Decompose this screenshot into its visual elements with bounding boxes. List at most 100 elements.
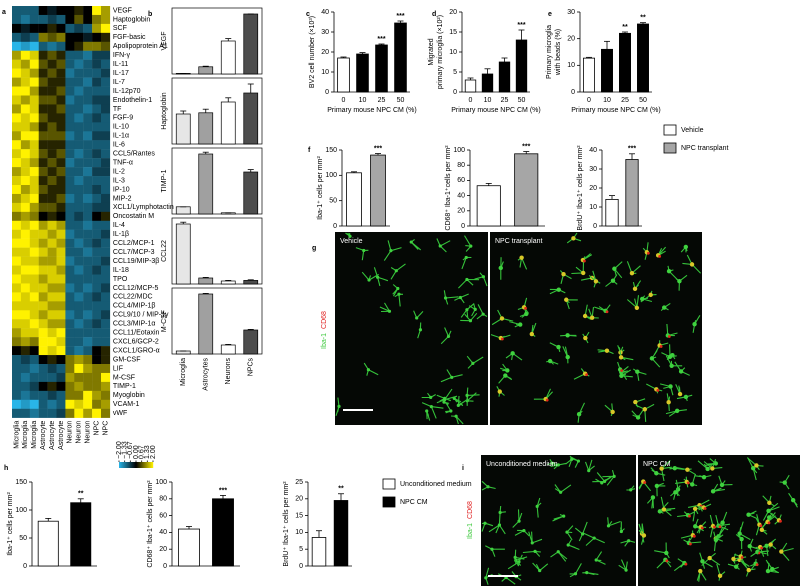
heatmap-cell: [83, 32, 93, 42]
y-tick-label: 0: [461, 223, 465, 230]
significance-label: ***: [517, 22, 525, 29]
heatmap-cell: [29, 238, 39, 248]
heatmap-row-label: FGF-9: [113, 115, 133, 122]
panel-label: d: [432, 11, 436, 18]
cell-body: [465, 308, 469, 312]
cell-body: [600, 481, 604, 485]
heatmap-cell: [101, 390, 111, 400]
heatmap-cell: [101, 381, 111, 392]
heatmap-cell: [47, 131, 57, 141]
heatmap-cell: [47, 68, 57, 78]
cell-body: [594, 558, 598, 562]
heatmap-cell: [12, 193, 22, 204]
heatmap-cell: [56, 113, 66, 123]
heatmap-cell: [12, 364, 22, 374]
y-tick-label: 0: [163, 563, 167, 570]
cell-body: [770, 566, 775, 572]
heatmap-cell: [29, 319, 39, 329]
bar: [198, 66, 214, 75]
heatmap-cell: [74, 211, 84, 221]
colorbar-tick-label: 0.67: [139, 445, 146, 459]
bar: [346, 172, 362, 227]
panel-label: b: [148, 11, 152, 18]
cell-body: [454, 414, 458, 418]
heatmap-cell: [29, 381, 39, 392]
micrograph-background: [490, 232, 702, 425]
heatmap-cell: [29, 292, 39, 302]
heatmap-cell: [29, 364, 39, 374]
cell-body: [657, 509, 663, 514]
cell-body: [524, 311, 529, 317]
heatmap-cell: [56, 274, 66, 284]
heatmap-cell: [83, 59, 93, 69]
cell-body: [497, 389, 502, 394]
x-tick-label: 25: [501, 97, 509, 104]
cell-body: [683, 394, 689, 400]
heatmap-cell: [12, 256, 22, 266]
colorbar-segment: [130, 462, 132, 468]
heatmap-cell: [12, 41, 22, 51]
heatmap-cell: [20, 220, 30, 230]
heatmap-cell: [65, 14, 75, 25]
heatmap-cell: [92, 238, 102, 248]
heatmap-cell: [47, 41, 57, 51]
cell-body: [589, 315, 595, 320]
heatmap-cell: [83, 77, 93, 87]
heatmap-cell: [74, 23, 84, 34]
heatmap-cell: [92, 23, 102, 34]
cell-body: [438, 244, 442, 248]
heatmap-cell: [56, 59, 66, 69]
cell-body: [556, 550, 560, 554]
y-tick-label: 30: [321, 29, 329, 36]
heatmap-row-label: CCL7/MCP-3: [113, 249, 155, 256]
heatmap-cell: [101, 23, 111, 34]
heatmap-cell: [65, 6, 75, 16]
heatmap-cell: [38, 131, 48, 141]
heatmap-cell: [47, 381, 57, 392]
heatmap-cell: [20, 247, 30, 257]
heatmap-cell: [83, 256, 93, 266]
heatmap-cell: [56, 176, 66, 186]
heatmap-cell: [12, 328, 22, 338]
y-axis-label: CD68⁺ Iba-1⁺cells per mm²: [445, 145, 452, 231]
heatmap-cell: [38, 185, 48, 195]
heatmap-cell: [20, 328, 30, 338]
row-label: Haptoglobin: [161, 92, 168, 129]
y-tick-label: 50: [19, 535, 27, 542]
heatmap-cell: [92, 292, 102, 302]
micrograph-label: NPC CM: [643, 461, 671, 468]
y-tick-label: 0: [23, 563, 27, 570]
heatmap-cell: [101, 95, 111, 105]
heatmap-cell: [38, 202, 48, 213]
heatmap-cell: [65, 77, 75, 87]
heatmap-cell: [38, 372, 48, 383]
heatmap-cell: [83, 310, 93, 320]
cell-body: [556, 287, 561, 292]
heatmap-cell: [12, 68, 22, 78]
heatmap-cell: [38, 95, 48, 105]
heatmap-cell: [83, 265, 93, 275]
heatmap-cell: [74, 41, 84, 51]
cell-body: [449, 409, 453, 413]
y-tick-label: 20: [589, 185, 597, 192]
heatmap-cell: [38, 211, 48, 221]
cd68-signal: [755, 563, 759, 567]
heatmap-cell: [65, 122, 75, 132]
significance-label: ***: [377, 36, 385, 43]
heatmap-cell: [101, 283, 111, 293]
heatmap-column-label: Microglia: [22, 421, 29, 449]
heatmap-cell: [65, 86, 75, 96]
colorbar-tick-label: −1.33: [122, 441, 129, 459]
heatmap-cell: [12, 390, 22, 400]
heatmap-cell: [29, 50, 39, 60]
heatmap-cell: [56, 6, 66, 16]
heatmap-cell: [83, 211, 93, 221]
y-tick-label: 20: [321, 49, 329, 56]
heatmap-cell: [83, 122, 93, 132]
heatmap-cell: [47, 193, 57, 204]
panel-label: c: [306, 11, 310, 18]
cell-body: [685, 467, 690, 472]
cell-body: [649, 356, 655, 361]
heatmap-cell: [74, 14, 84, 25]
cell-body: [337, 404, 341, 408]
